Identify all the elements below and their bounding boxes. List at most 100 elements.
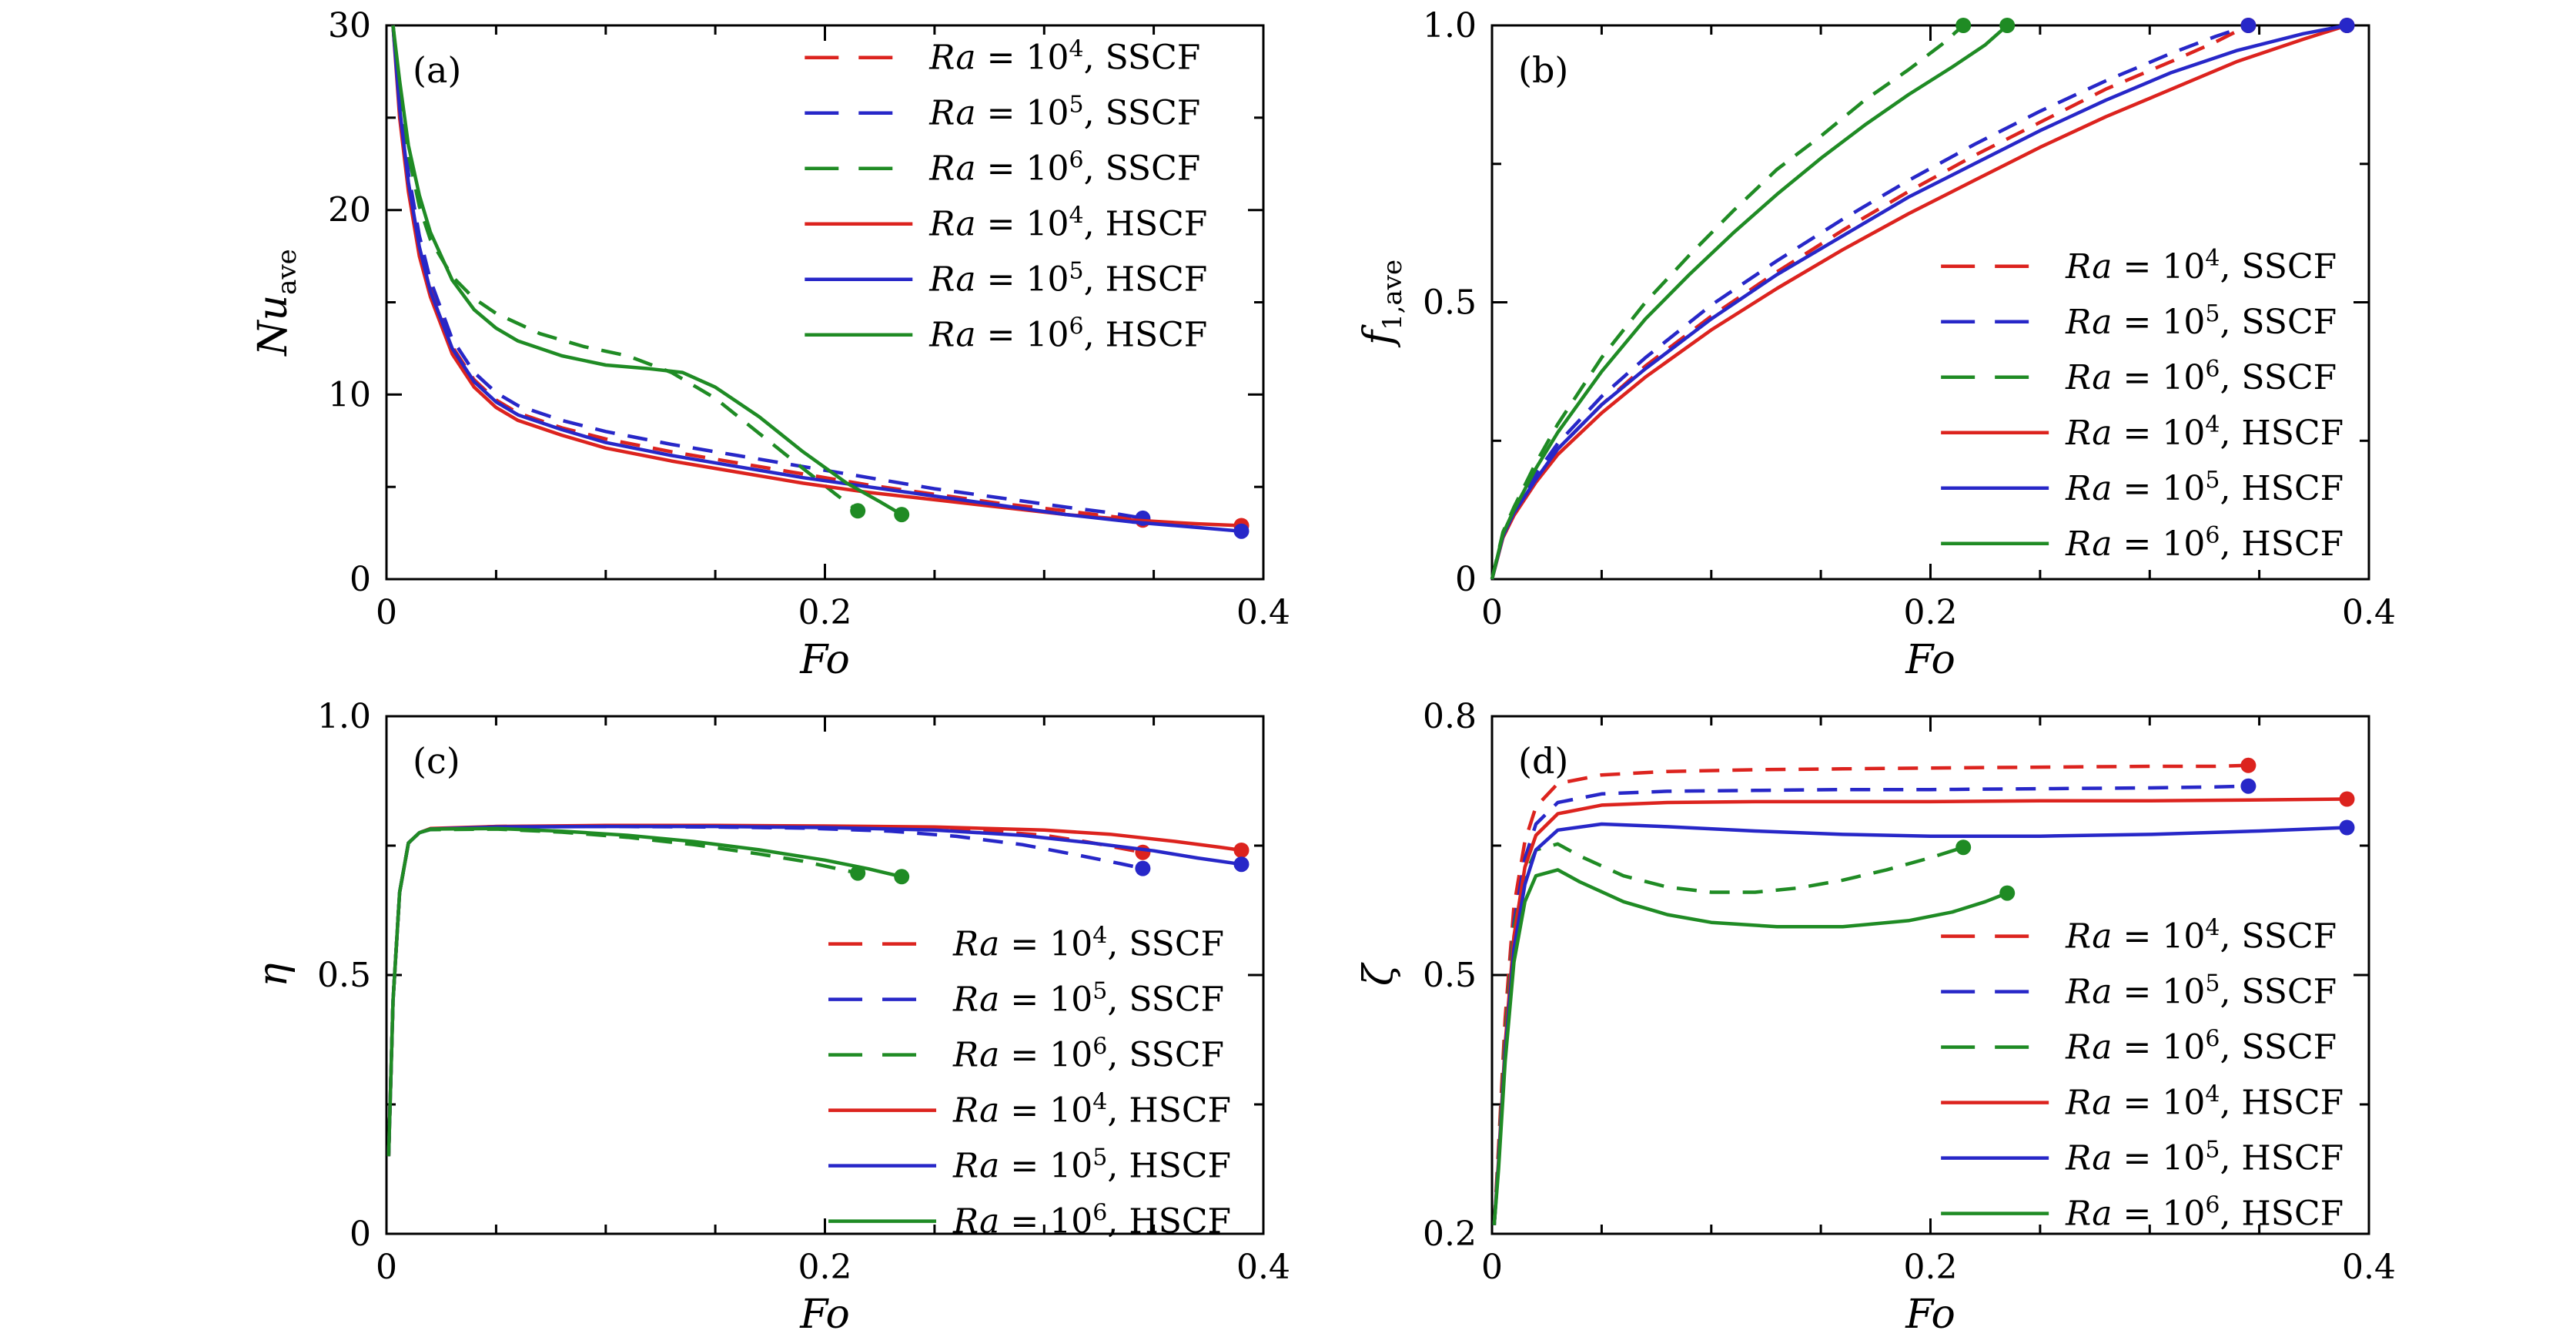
x-axis-label: Fo — [1905, 637, 1955, 683]
legend-item-sscf_ra4: Ra = 104, SSCF — [1941, 245, 2337, 286]
legend-item-hscf_ra6: Ra = 106, HSCF — [828, 1200, 1231, 1242]
legend-item-sscf_ra6: Ra = 106, SSCF — [828, 1034, 1224, 1075]
panel-letter: (b) — [1518, 49, 1568, 91]
y-tick-label: 0.5 — [1423, 283, 1477, 323]
x-tick-label: 0.2 — [1904, 1248, 1958, 1287]
endpoint-marker-hscf_ra5 — [2339, 819, 2355, 836]
legend-label: Ra = 104, SSCF — [928, 36, 1200, 78]
x-tick-label: 0.4 — [1236, 593, 1290, 632]
legend-label: Ra = 106, SSCF — [952, 1034, 1224, 1075]
legend-item-sscf_ra5: Ra = 105, SSCF — [828, 978, 1224, 1020]
y-tick-label: 1.0 — [1423, 6, 1477, 45]
legend-item-sscf_ra5: Ra = 105, SSCF — [1941, 300, 2337, 342]
endpoint-marker-sscf_ra5 — [2240, 778, 2257, 794]
legend-item-hscf_ra5: Ra = 105, HSCF — [1941, 467, 2343, 508]
y-tick-label: 30 — [328, 6, 371, 45]
y-tick-label: 20 — [328, 191, 371, 230]
series-hscf_ra5 — [1492, 822, 2347, 1225]
panel-letter: (d) — [1518, 740, 1568, 782]
legend-item-sscf_ra6: Ra = 106, SSCF — [1941, 356, 2337, 397]
endpoint-marker-hscf_ra5 — [1233, 523, 1250, 539]
legend-label: Ra = 106, SSCF — [928, 147, 1200, 189]
endpoint-marker-sscf_ra6 — [850, 503, 866, 519]
legend-item-sscf_ra4: Ra = 104, SSCF — [805, 36, 1200, 78]
legend-item-hscf_ra6: Ra = 106, HSCF — [805, 313, 1207, 355]
x-tick-label: 0.2 — [1904, 593, 1958, 632]
y-axis-label: f1,ave — [1356, 260, 1408, 348]
legend-label: Ra = 104, SSCF — [2065, 915, 2337, 957]
legend-label: Ra = 104, HSCF — [928, 203, 1207, 244]
legend-item-sscf_ra4: Ra = 104, SSCF — [828, 923, 1224, 964]
legend-item-hscf_ra5: Ra = 105, HSCF — [805, 258, 1207, 300]
series-sscf_ra6 — [391, 25, 859, 513]
endpoint-marker-sscf_ra5 — [1135, 860, 1151, 876]
y-tick-label: 10 — [328, 375, 371, 414]
legend-label: Ra = 105, HSCF — [928, 258, 1207, 300]
legend-item-sscf_ra6: Ra = 106, SSCF — [805, 147, 1200, 189]
endpoint-marker-hscf_ra6 — [894, 507, 910, 523]
legend-item-hscf_ra4: Ra = 104, HSCF — [1941, 1081, 2343, 1123]
legend-label: Ra = 106, HSCF — [2065, 522, 2343, 564]
series-sscf_ra6 — [1492, 842, 1964, 1225]
series-sscf_ra4 — [1490, 23, 2250, 580]
legend-c: Ra = 104, SSCF Ra = 105, SSCF Ra = 106, SS… — [828, 923, 1231, 1242]
y-tick-label: 0 — [1455, 560, 1477, 599]
x-axis-label: Fo — [799, 637, 850, 683]
series-hscf_ra6 — [1490, 24, 2009, 580]
series-hscf_ra6 — [391, 25, 903, 517]
x-tick-label: 0.2 — [798, 593, 852, 632]
legend-item-sscf_ra5: Ra = 105, SSCF — [1941, 970, 2337, 1012]
endpoint-marker-hscf_ra6 — [1999, 885, 2016, 901]
series-sscf_ra6 — [386, 827, 858, 1157]
y-axis-label: Nuave — [250, 249, 303, 357]
legend-d: Ra = 104, SSCF Ra = 105, SSCF Ra = 106, SS… — [1941, 915, 2343, 1234]
legend-item-hscf_ra6: Ra = 106, HSCF — [1941, 522, 2343, 564]
legend-item-hscf_ra4: Ra = 104, HSCF — [1941, 411, 2343, 453]
legend-item-hscf_ra5: Ra = 105, HSCF — [1941, 1137, 2343, 1178]
x-tick-label: 0.4 — [2342, 1248, 2396, 1287]
endpoint-marker-hscf_ra5 — [1233, 856, 1250, 873]
endpoint-marker-sscf_ra5 — [2240, 18, 2257, 33]
legend-label: Ra = 106, SSCF — [2065, 356, 2337, 397]
y-tick-label: 0 — [350, 560, 371, 599]
x-tick-label: 0 — [1481, 593, 1503, 632]
x-tick-label: 0 — [1481, 1248, 1503, 1287]
legend-label: Ra = 105, SSCF — [928, 92, 1200, 133]
legend-label: Ra = 106, HSCF — [2065, 1192, 2343, 1234]
legend-label: Ra = 104, HSCF — [952, 1089, 1231, 1131]
panel-letter: (c) — [413, 740, 460, 782]
legend-label: Ra = 105, HSCF — [2065, 1137, 2343, 1178]
series-hscf_ra6 — [386, 826, 902, 1157]
legend-label: Ra = 104, HSCF — [2065, 411, 2343, 453]
legend-label: Ra = 106, HSCF — [952, 1200, 1231, 1242]
endpoint-marker-hscf_ra4 — [1233, 843, 1250, 858]
x-tick-label: 0.4 — [1236, 1248, 1290, 1287]
legend-item-sscf_ra6: Ra = 106, SSCF — [1941, 1026, 2337, 1067]
legend-label: Ra = 105, HSCF — [952, 1144, 1231, 1186]
y-tick-label: 0 — [350, 1215, 371, 1254]
legend-label: Ra = 105, SSCF — [2065, 970, 2337, 1012]
legend-label: Ra = 104, HSCF — [2065, 1081, 2343, 1123]
series-sscf_ra4 — [1492, 763, 2249, 1225]
series-hscf_ra6 — [1492, 868, 2009, 1225]
y-tick-label: 0.5 — [1423, 956, 1477, 995]
series-sscf_ra5 — [391, 25, 1143, 521]
legend-label: Ra = 104, SSCF — [2065, 245, 2337, 286]
legend-label: Ra = 106, HSCF — [928, 313, 1207, 355]
series-sscf_ra4 — [391, 25, 1143, 522]
legend-item-sscf_ra4: Ra = 104, SSCF — [1941, 915, 2337, 957]
legend-b: Ra = 104, SSCF Ra = 105, SSCF Ra = 106, SS… — [1941, 245, 2343, 564]
endpoint-marker-hscf_ra4 — [2339, 791, 2355, 807]
legend-item-hscf_ra4: Ra = 104, HSCF — [805, 203, 1207, 244]
series-hscf_ra5 — [1490, 23, 2347, 580]
endpoint-marker-hscf_ra6 — [1999, 18, 2016, 33]
endpoint-marker-hscf_ra6 — [894, 869, 910, 885]
legend-label: Ra = 105, HSCF — [2065, 467, 2343, 508]
legend-item-hscf_ra5: Ra = 105, HSCF — [828, 1144, 1231, 1186]
legend-item-hscf_ra4: Ra = 104, HSCF — [828, 1089, 1231, 1131]
x-axis-label: Fo — [799, 1292, 850, 1334]
